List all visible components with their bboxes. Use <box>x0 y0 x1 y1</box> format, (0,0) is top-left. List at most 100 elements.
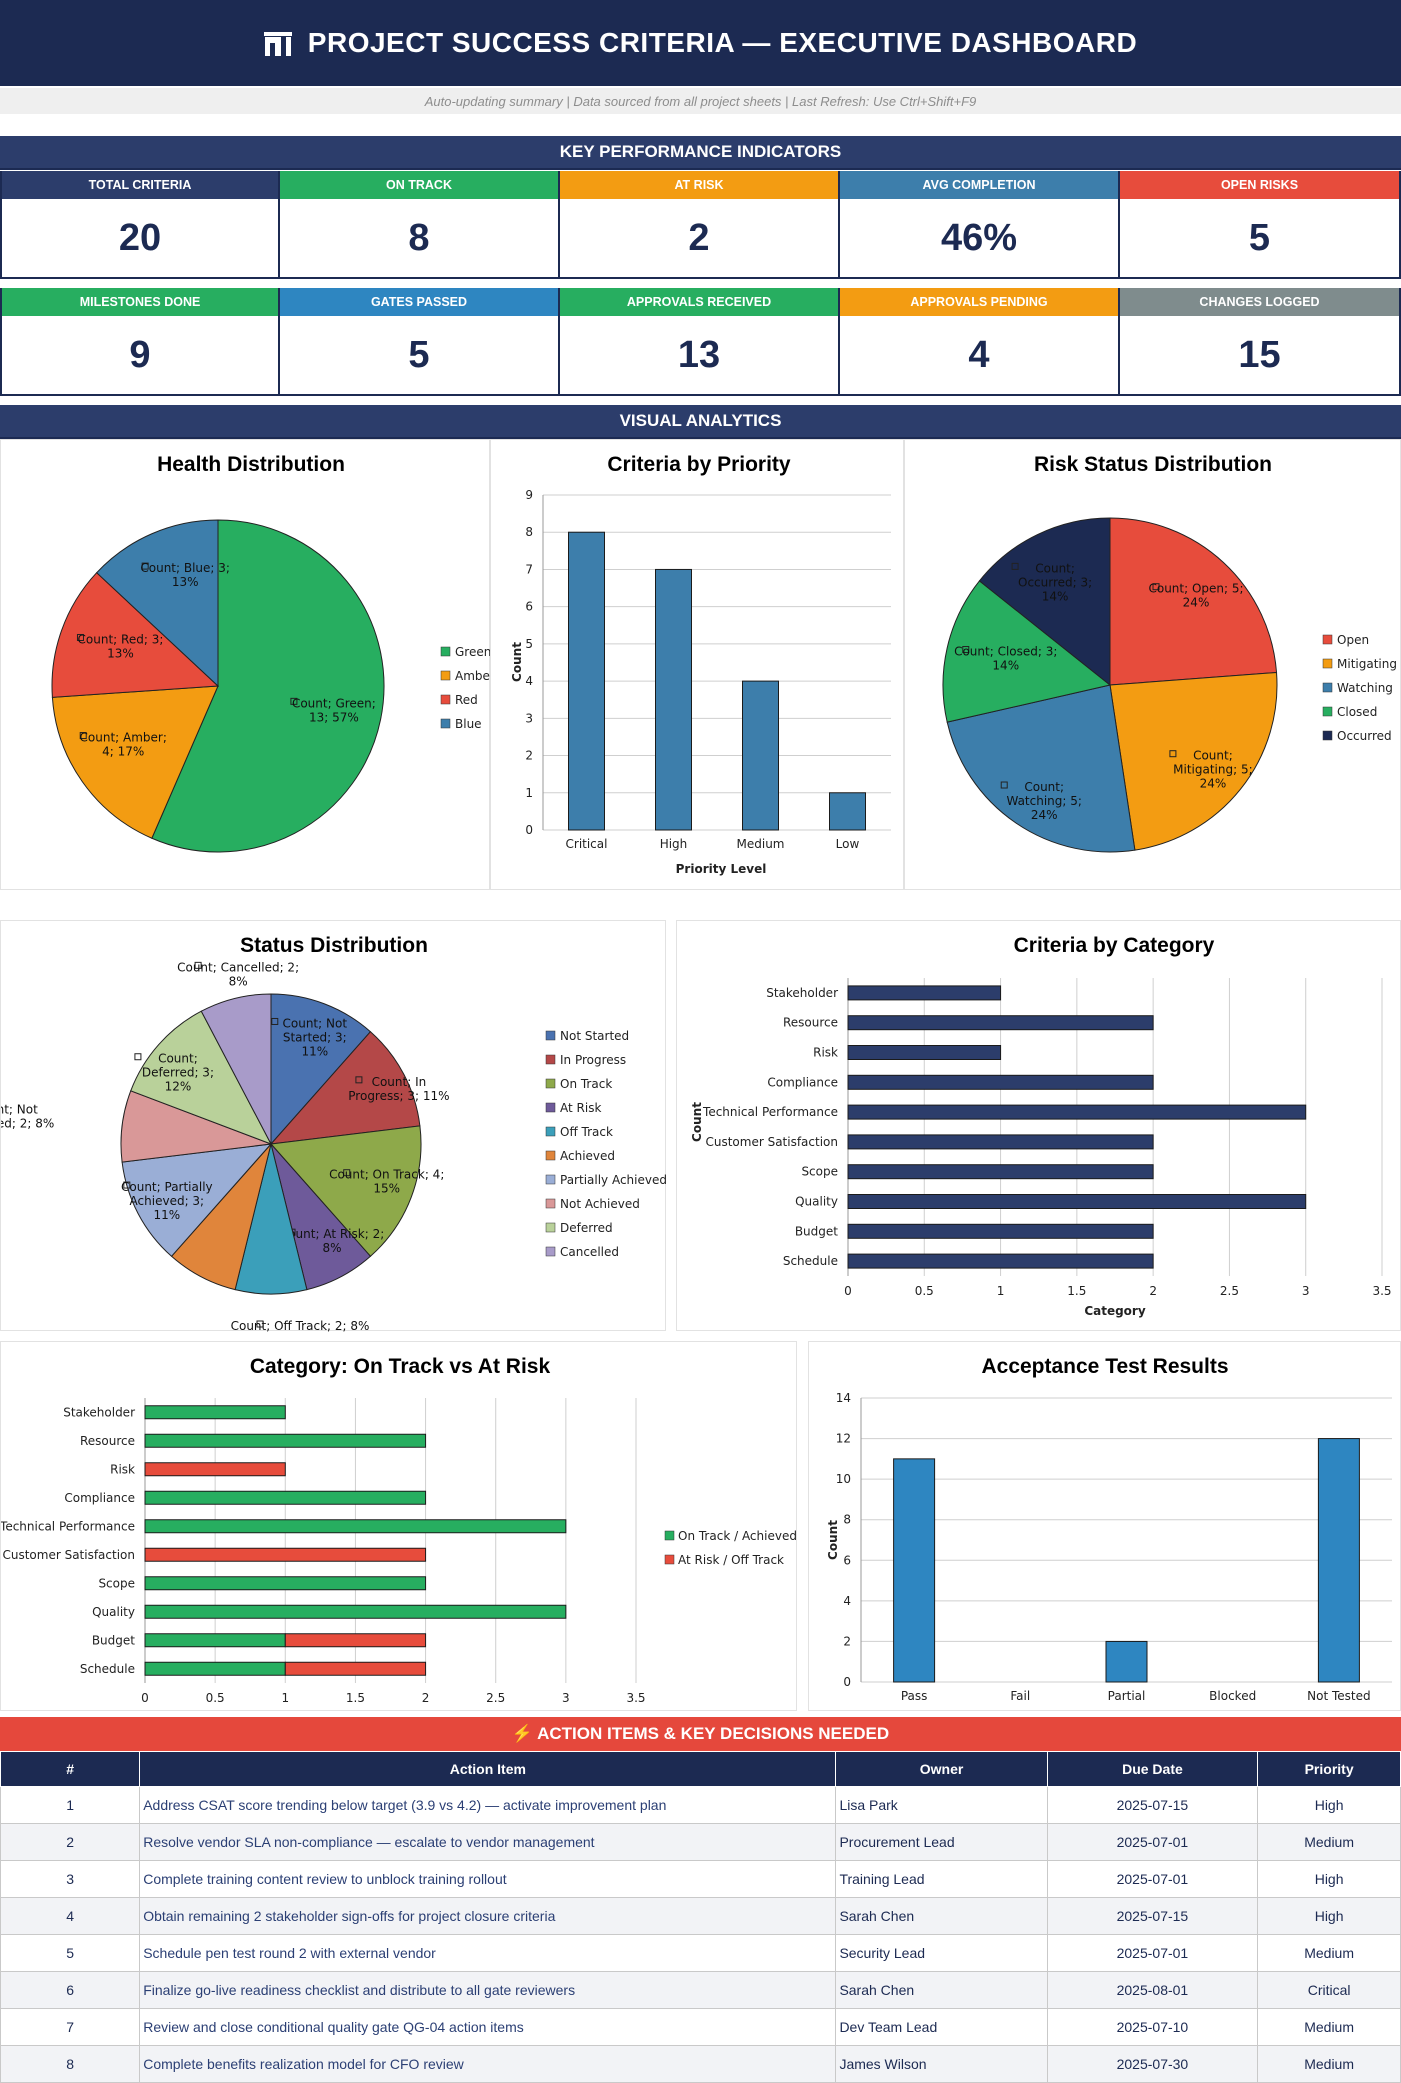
kpi-tile-open-risks: OPEN RISKS 5 <box>1120 171 1401 279</box>
x-tick-label: Critical <box>566 837 608 851</box>
action-item-text: Resolve vendor SLA non-compliance — esca… <box>139 1823 837 1861</box>
pie-slice-not-started <box>270 993 372 1146</box>
table-row[interactable]: 5 Schedule pen test round 2 with external… <box>0 1934 1401 1972</box>
risk-chart-panel: Risk Status Distribution Count; Open; 5; 2… <box>904 439 1401 890</box>
chart-title: Acceptance Test Results <box>981 1355 1228 1378</box>
status-chart-panel: Status Distribution Count; Not Started; 3;… <box>0 920 667 1354</box>
kpi-section-title: KEY PERFORMANCE INDICATORS <box>0 136 1401 170</box>
y-tick-label: Technical Performance <box>702 1105 838 1119</box>
building-icon <box>263 31 292 56</box>
bar-stakeholder-on-track-achieved <box>144 1405 286 1420</box>
x-tick-label: Not Tested <box>1307 1689 1370 1703</box>
x-tick-label: Blocked <box>1209 1689 1256 1703</box>
legend-swatch <box>1322 730 1333 741</box>
pie-slice-watching <box>946 684 1136 853</box>
legend-swatch <box>1322 634 1333 645</box>
data-label: Count; In Progress; 3; 11% <box>348 1075 449 1103</box>
legend-swatch <box>1322 706 1333 717</box>
y-tick-label: Risk <box>110 1462 135 1476</box>
x-axis-title: Category <box>1084 1304 1146 1318</box>
data-label-marker <box>1152 583 1160 591</box>
kpi-label: ON TRACK <box>280 171 558 199</box>
pie-slice-partially-achieved <box>121 1143 273 1257</box>
action-item-text: Finalize go-live readiness checklist and… <box>139 1971 837 2009</box>
y-tick-label: 0 <box>525 823 533 837</box>
kpi-label: APPROVALS RECEIVED <box>560 288 838 316</box>
owner-cell: Security Lead <box>835 1934 1048 1972</box>
bar-customer-satisfaction <box>847 1134 1154 1150</box>
owner-cell: Dev Team Lead <box>835 2008 1048 2046</box>
legend-entry: Red <box>455 693 478 707</box>
table-row[interactable]: 6 Finalize go-live readiness checklist an… <box>0 1971 1401 2009</box>
legend-swatch <box>1322 658 1333 669</box>
bar-quality-on-track-achieved <box>144 1604 567 1619</box>
x-tick-label: Medium <box>737 837 785 851</box>
data-label: Count; Blue; 3; 13% <box>140 561 230 589</box>
kpi-value: 46% <box>940 216 1018 259</box>
y-tick-label: Risk <box>813 1046 838 1060</box>
data-label-marker <box>290 697 298 705</box>
chart-title: Risk Status Distribution <box>1034 453 1272 476</box>
y-tick-label: Resource <box>80 1434 135 1448</box>
kpi-value: 5 <box>408 333 430 376</box>
legend-swatch <box>545 1150 556 1161</box>
legend-swatch <box>545 1174 556 1185</box>
y-tick-label: 6 <box>843 1553 851 1567</box>
page-subtitle: Auto-updating summary | Data sourced fro… <box>0 88 1401 114</box>
legend-swatch <box>545 1198 556 1209</box>
due-date-cell: 2025-07-15 <box>1046 1897 1259 1935</box>
legend-entry: Green <box>455 645 491 659</box>
bar-not-tested <box>1317 1438 1360 1683</box>
kpi-tile-on-track: ON TRACK 8 <box>280 171 560 279</box>
legend-entry: Cancelled <box>560 1245 619 1259</box>
data-label: Count; Not Started; 3; 11% <box>283 1016 348 1058</box>
y-tick-label: Compliance <box>64 1491 135 1505</box>
legend-entry: Closed <box>1337 705 1377 719</box>
data-label: Count; Off Track; 2; 8% <box>231 1319 370 1332</box>
pie-slice-on-track <box>269 1125 422 1257</box>
legend-swatch <box>545 1222 556 1233</box>
table-header-row: # Action Item Owner Due Date Priority <box>0 1751 1401 1787</box>
kpi-tile-milestones-done: MILESTONES DONE 9 <box>0 288 280 396</box>
y-tick-label: Quality <box>92 1605 135 1619</box>
legend-entry: Amber <box>455 669 491 683</box>
due-date-cell: 2025-07-10 <box>1046 2008 1259 2046</box>
legend-entry: Achieved <box>560 1149 615 1163</box>
action-item-text: Obtain remaining 2 stakeholder sign-offs… <box>139 1897 837 1935</box>
x-tick-label: 0.5 <box>915 1284 934 1298</box>
action-item-text: Address CSAT score trending below target… <box>139 1786 837 1824</box>
legend-entry: Off Track <box>560 1125 613 1139</box>
kpi-tile-gates-passed: GATES PASSED 5 <box>280 288 560 396</box>
x-tick-label: High <box>660 837 688 851</box>
data-label-marker <box>962 646 970 654</box>
chart-title: Criteria by Priority <box>607 453 791 476</box>
pie-slice-red <box>51 571 220 698</box>
column-header-action-item: Action Item <box>139 1751 837 1787</box>
column-header-number: # <box>0 1751 141 1787</box>
table-row[interactable]: 1 Address CSAT score trending below targe… <box>0 1786 1401 1824</box>
bar-risk <box>847 1045 1002 1060</box>
data-label: Count; Cancelled; 2; 8% <box>177 960 299 988</box>
column-header-due-date: Due Date <box>1046 1751 1259 1787</box>
x-tick-label: 0 <box>844 1284 852 1298</box>
x-tick-label: 1.5 <box>346 1691 365 1705</box>
bar-resource <box>847 1015 1154 1031</box>
owner-cell: Sarah Chen <box>835 1897 1048 1935</box>
y-tick-label: 4 <box>843 1594 851 1608</box>
kpi-tile-at-risk: AT RISK 2 <box>560 171 840 279</box>
x-tick-label: 1.5 <box>1067 1284 1086 1298</box>
table-row[interactable]: 4 Obtain remaining 2 stakeholder sign-off… <box>0 1897 1401 1935</box>
row-number: 3 <box>0 1860 141 1898</box>
table-row[interactable]: 3 Complete training content review to unb… <box>0 1860 1401 1898</box>
y-tick-label: 8 <box>525 525 533 539</box>
pie-slice-open <box>1109 517 1278 686</box>
y-tick-label: Compliance <box>767 1075 838 1089</box>
kpi-value: 8 <box>408 216 430 259</box>
legend-swatch <box>440 646 451 657</box>
table-row[interactable]: 7 Review and close conditional quality ga… <box>0 2008 1401 2046</box>
table-row[interactable]: 8 Complete benefits realization model for… <box>0 2045 1401 2083</box>
y-tick-label: Technical Performance <box>1 1519 135 1533</box>
legend-entry: Partially Achieved <box>560 1173 667 1187</box>
table-row[interactable]: 2 Resolve vendor SLA non-compliance — esc… <box>0 1823 1401 1861</box>
data-label-marker <box>134 1053 142 1061</box>
